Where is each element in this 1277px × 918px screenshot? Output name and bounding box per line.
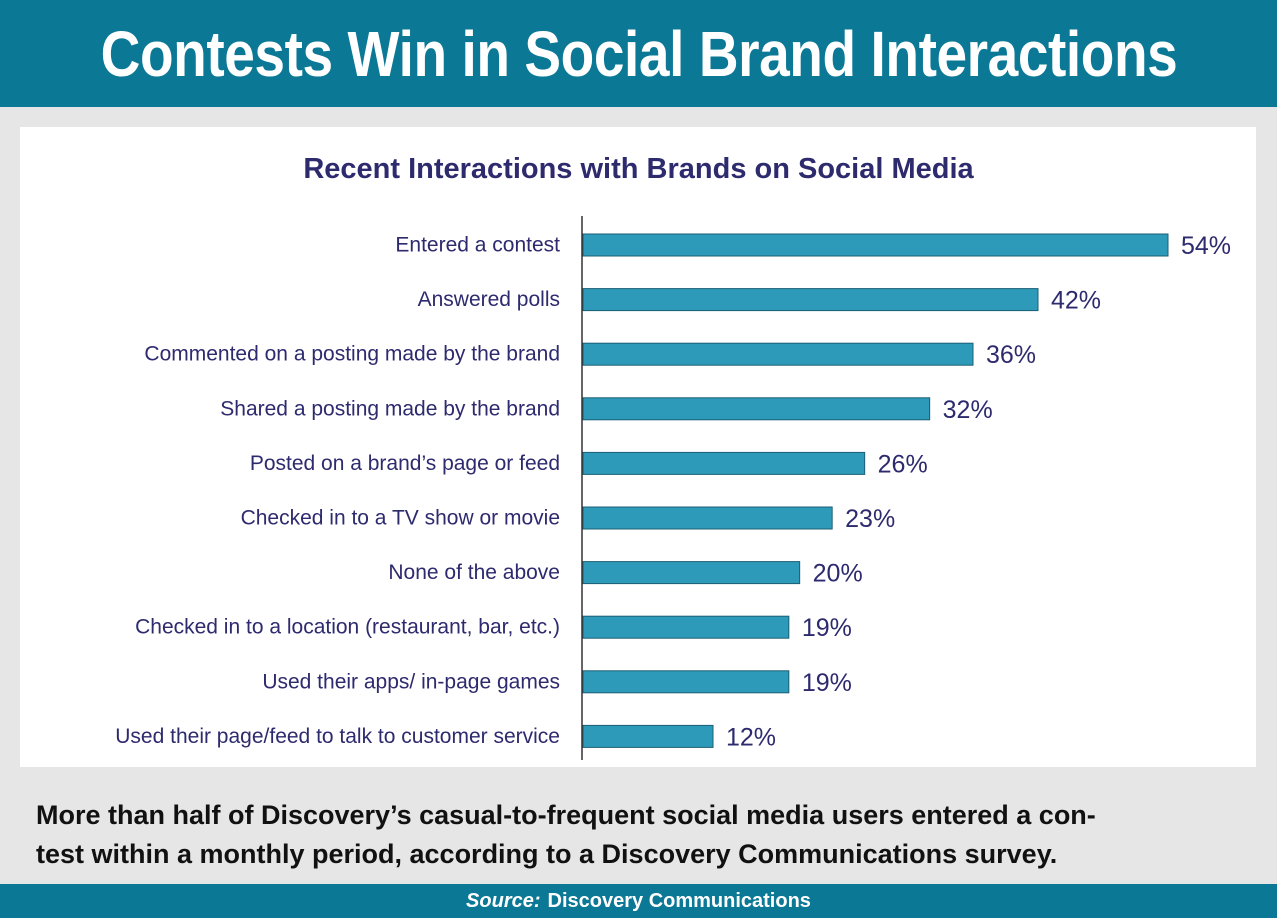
category-label: Checked in to a location (restaurant, ba… <box>135 616 560 639</box>
bar <box>582 724 714 748</box>
category-label: None of the above <box>388 561 560 584</box>
chart-title: Recent Interactions with Brands on Socia… <box>303 153 974 185</box>
value-label: 54% <box>1181 232 1231 260</box>
caption-line-2: test within a monthly period, according … <box>36 839 1058 869</box>
value-label: 19% <box>802 614 852 642</box>
value-label: 42% <box>1051 287 1101 315</box>
value-label: 20% <box>813 560 863 588</box>
header-banner: Contests Win in Social Brand Interaction… <box>0 0 1277 107</box>
source-label: Source: <box>466 889 541 912</box>
bar <box>582 233 1169 257</box>
bar <box>582 342 974 366</box>
bar <box>582 288 1039 312</box>
caption-line-1: More than half of Discovery’s casual-to-… <box>36 800 1096 830</box>
category-label: Entered a contest <box>395 234 560 257</box>
value-label: 26% <box>878 450 928 478</box>
value-label: 36% <box>986 341 1036 369</box>
category-label: Shared a posting made by the brand <box>220 397 560 420</box>
category-label: Answered polls <box>418 288 560 311</box>
value-label: 32% <box>943 396 993 424</box>
bars-layer: Entered a contest 54% Answered polls 42% Com… <box>115 232 1231 751</box>
bar <box>582 615 790 639</box>
bar <box>582 561 801 585</box>
category-label: Used their apps/ in-page games <box>262 670 560 693</box>
category-label: Commented on a posting made by the brand <box>144 343 560 366</box>
headline: Contests Win in Social Brand Interaction… <box>100 17 1177 90</box>
bar <box>582 397 931 421</box>
category-label: Checked in to a TV show or movie <box>241 507 560 530</box>
category-label: Used their page/feed to talk to customer… <box>115 725 560 748</box>
bar <box>582 506 833 530</box>
value-label: 23% <box>845 505 895 533</box>
value-label: 19% <box>802 669 852 697</box>
bar <box>582 670 790 694</box>
source-footer: Source: Discovery Communications <box>0 884 1277 918</box>
value-label: 12% <box>726 723 776 751</box>
caption: More than half of Discovery’s casual-to-… <box>36 796 1251 874</box>
category-label: Posted on a brand’s page or feed <box>250 452 560 475</box>
source-text: Discovery Communications <box>547 889 811 912</box>
bar <box>582 451 866 475</box>
